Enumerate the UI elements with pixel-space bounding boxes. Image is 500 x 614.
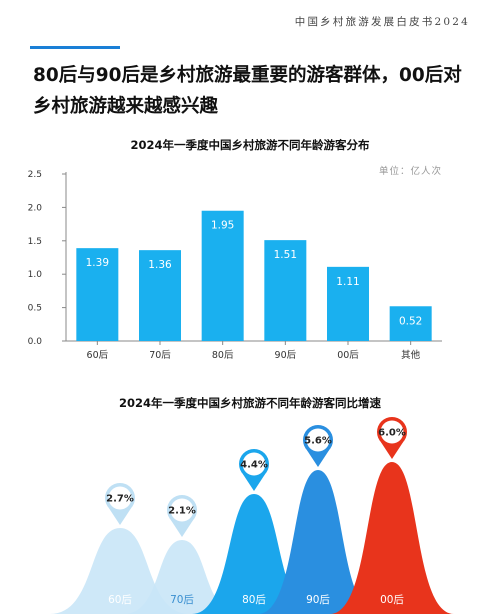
y-tick-label: 2.0 — [28, 203, 43, 213]
headline: 80后与90后是乡村旅游最重要的游客群体，00后对乡村旅游越来越感兴趣 — [33, 65, 462, 117]
report-header: 中国乡村旅游发展白皮书2024 — [294, 16, 470, 28]
growth-peak — [258, 470, 378, 614]
growth-value-label: 2.7% — [106, 494, 134, 505]
growth-pin-center — [170, 498, 194, 522]
growth-pin-tip — [170, 519, 194, 537]
growth-pin-tip — [108, 507, 132, 525]
growth-pin-tip — [380, 441, 404, 459]
y-tick-label: 1.5 — [28, 237, 42, 247]
bar — [389, 306, 432, 341]
bar — [327, 266, 369, 341]
y-tick-label: 0.0 — [28, 337, 43, 347]
bar — [139, 250, 181, 341]
growth-category-label: 90后 — [306, 594, 330, 606]
growth-value-label: 5.6% — [304, 436, 332, 447]
growth-pin-center — [108, 486, 132, 510]
unit-label: 单位：亿人次 — [378, 166, 442, 177]
growth-value-label: 2.1% — [168, 506, 196, 517]
bar — [201, 210, 244, 341]
growth-peak — [330, 462, 454, 614]
bar-value-label: 1.36 — [148, 259, 172, 271]
y-tick-label: 0.5 — [28, 304, 42, 314]
growth-peak — [124, 540, 240, 614]
growth-category-label: 60后 — [108, 594, 132, 606]
bar-chart: 0.0 0.5 1.0 1.5 2.0 2.5 1.39 60后 1.36 70后 1.95 80后 1… — [28, 170, 442, 361]
growth-pin-center — [242, 452, 266, 476]
growth-category-label: 00后 — [380, 594, 404, 606]
growth-pin-tip — [242, 473, 266, 491]
x-tick-label: 其他 — [401, 349, 421, 361]
growth-pin-tip — [306, 449, 330, 467]
bar-chart-title: 2024年一季度中国乡村旅游不同年龄游客分布 — [130, 138, 370, 152]
bar-value-label: 1.95 — [211, 220, 234, 232]
bar-value-label: 1.11 — [336, 276, 359, 288]
growth-value-label: 4.4% — [240, 460, 268, 471]
growth-value-label: 6.0% — [378, 428, 406, 439]
bar-value-label: 0.52 — [399, 315, 422, 327]
y-tick-label: 2.5 — [28, 170, 42, 180]
x-tick-label: 90后 — [275, 350, 297, 361]
bar-value-label: 1.51 — [274, 249, 297, 261]
bar — [264, 240, 307, 341]
growth-category-label: 80后 — [242, 594, 266, 606]
x-tick-label: 00后 — [337, 350, 359, 361]
bar-value-label: 1.39 — [86, 257, 109, 269]
x-tick-label: 80后 — [212, 350, 234, 361]
growth-chart-title: 2024年一季度中国乡村旅游不同年龄游客同比增速 — [118, 396, 381, 410]
x-tick-label: 60后 — [87, 350, 109, 361]
x-tick-label: 70后 — [149, 350, 171, 361]
bar — [76, 248, 119, 341]
growth-pin-center — [306, 428, 330, 452]
accent-bar — [30, 46, 120, 49]
growth-pin-center — [380, 420, 404, 444]
growth-category-label: 70后 — [170, 594, 194, 606]
y-tick-label: 1.0 — [28, 270, 43, 280]
